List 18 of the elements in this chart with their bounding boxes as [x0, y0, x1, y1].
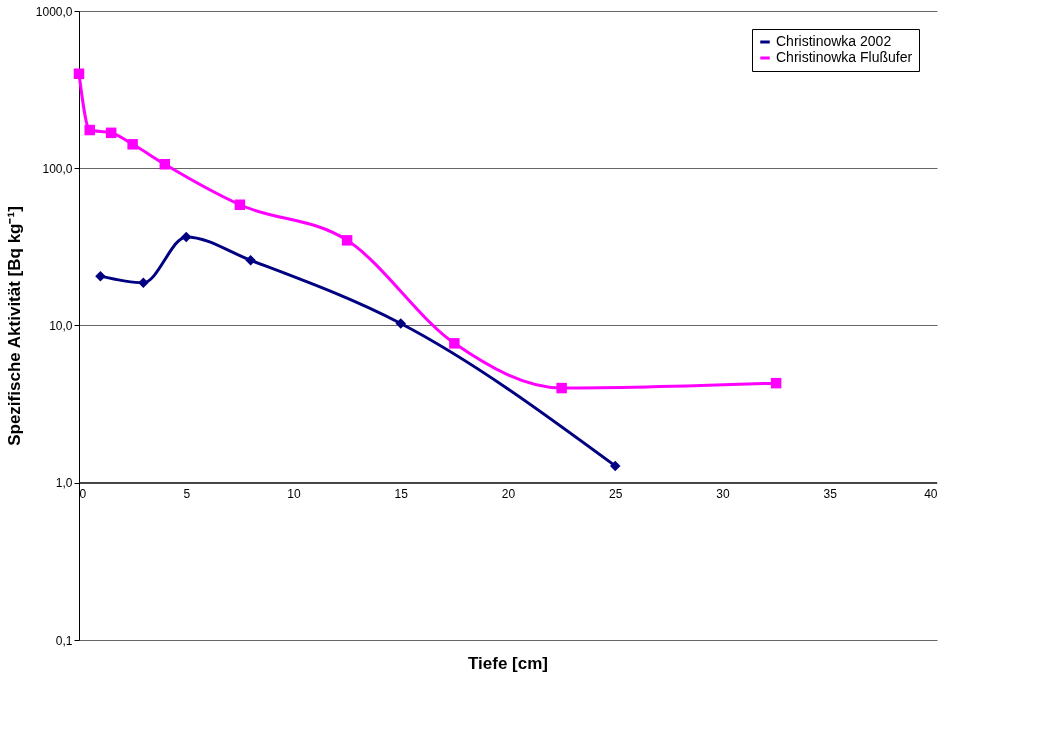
legend-label: Christinowka 2002: [776, 33, 892, 49]
x-tick-label: 0: [79, 487, 87, 502]
x-tick-label: 20: [501, 487, 516, 502]
y-tick-label: 100,0: [42, 161, 73, 176]
y-tick-label: 1,0: [55, 476, 73, 491]
y-tick-label: 0,1: [55, 633, 73, 648]
x-tick-label: 25: [609, 487, 623, 502]
x-tick-label: 5: [183, 487, 191, 502]
y-axis-title: Spezifische Aktivität [Bq kg⁻¹]: [4, 206, 24, 446]
legend-label: Christinowka Flußufer: [776, 49, 913, 65]
x-tick-label: 30: [716, 487, 730, 502]
y-tick-label: 10,0: [49, 319, 73, 333]
x-tick-label: 40: [924, 487, 938, 502]
y-tick-label: 1000,0: [35, 4, 73, 19]
x-tick-label: 35: [823, 487, 838, 502]
x-axis-title: Tiefe [cm]: [468, 654, 548, 673]
x-tick-label: 10: [287, 487, 301, 502]
x-tick-label: 15: [394, 487, 409, 502]
